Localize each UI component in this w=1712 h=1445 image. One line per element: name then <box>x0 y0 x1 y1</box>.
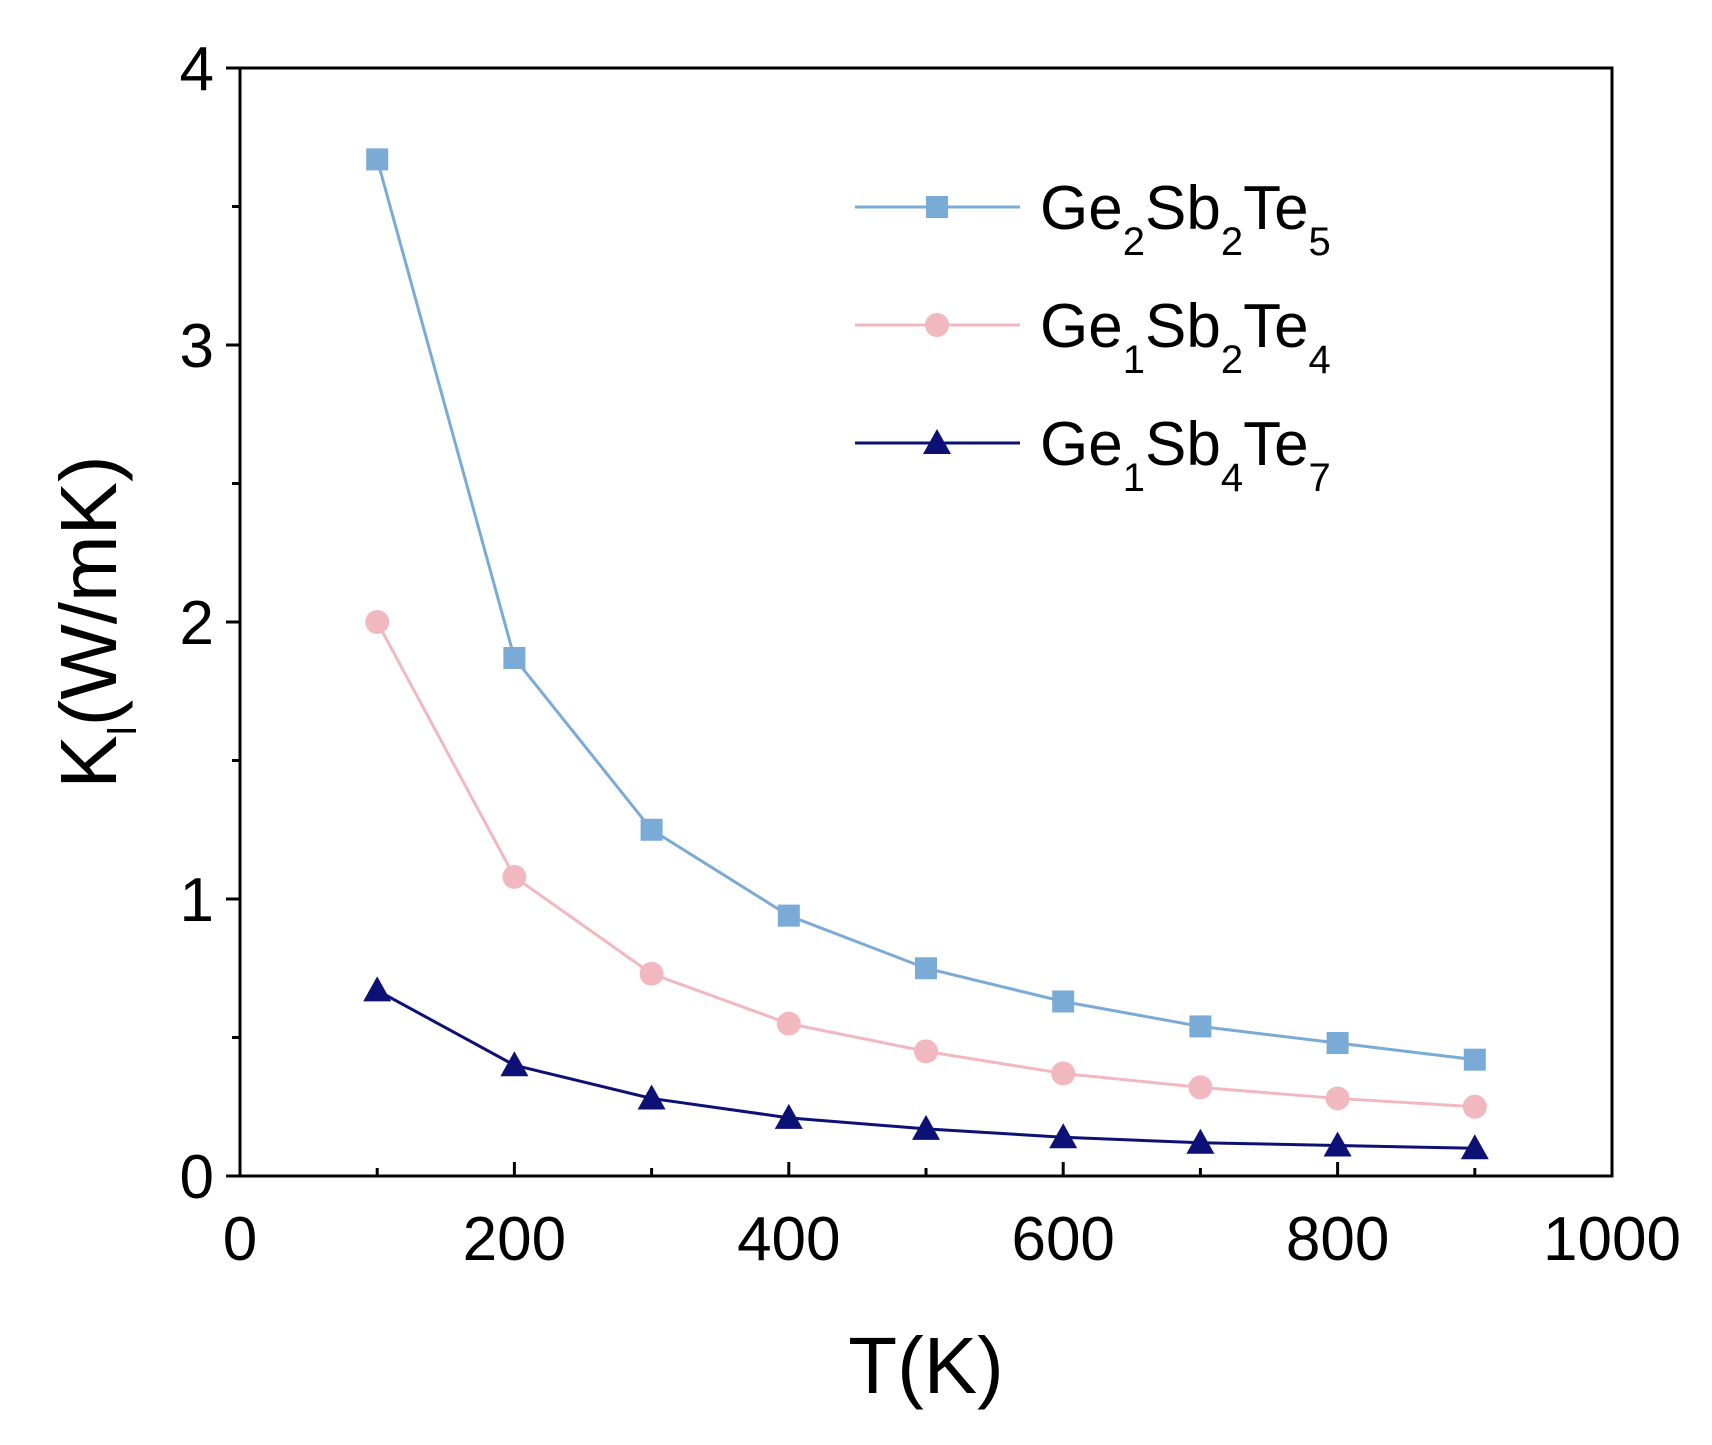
y-axis-label-rest: (W/mK) <box>44 455 133 726</box>
x-tick-label: 1000 <box>1543 1205 1681 1274</box>
data-point <box>1051 1061 1076 1086</box>
data-point <box>1049 1123 1078 1149</box>
axis-ticks: 0 200 400 600 800 1000 0 1 2 3 4 <box>180 35 1681 1274</box>
y-axis-label-subscript: l <box>101 726 145 735</box>
legend-item: Ge2Sb2Te5 <box>855 174 1331 264</box>
y-tick-label: 3 <box>180 312 214 381</box>
legend-label: Ge2Sb2Te5 <box>1040 174 1331 264</box>
data-point <box>503 647 526 670</box>
data-point <box>1188 1075 1213 1100</box>
data-point <box>915 957 937 980</box>
data-point <box>640 818 663 841</box>
data-point <box>1052 990 1075 1013</box>
y-tick-label: 0 <box>180 1143 214 1212</box>
legend-label: Ge1Sb4Te7 <box>1040 410 1331 500</box>
series-layer <box>363 148 1489 1160</box>
x-tick-label: 200 <box>463 1205 566 1274</box>
data-point <box>500 1051 529 1077</box>
data-point <box>366 148 389 171</box>
data-point <box>1326 1032 1349 1055</box>
data-point <box>1189 1015 1212 1038</box>
series-Ge1Sb2Te4 <box>365 610 1487 1119</box>
data-point <box>1463 1048 1486 1071</box>
legend-swatch-marker <box>923 429 951 454</box>
data-point <box>776 1011 801 1036</box>
legend-item: Ge1Sb4Te7 <box>855 410 1331 500</box>
data-point <box>914 1039 938 1064</box>
legend-label: Ge1Sb2Te4 <box>1040 292 1331 382</box>
legend: Ge2Sb2Te5 Ge1Sb2Te4 Ge1Sb4Te7 <box>855 174 1331 500</box>
data-point <box>363 976 392 1002</box>
y-tick-label: 4 <box>180 35 214 104</box>
x-tick-label: 0 <box>223 1205 257 1274</box>
x-tick-label: 800 <box>1286 1205 1389 1274</box>
legend-swatch-marker <box>925 313 949 337</box>
data-point <box>637 1084 666 1110</box>
data-point <box>1323 1131 1352 1157</box>
data-point <box>502 864 527 889</box>
data-point <box>639 961 664 986</box>
data-point <box>1460 1134 1489 1160</box>
series-Ge1Sb4Te7 <box>363 976 1489 1160</box>
legend-item: Ge1Sb2Te4 <box>855 292 1331 382</box>
series-Ge2Sb2Te5 <box>366 148 1486 1071</box>
data-point <box>1186 1128 1215 1154</box>
data-point <box>365 610 390 634</box>
y-axis-label-main: K <box>44 735 133 788</box>
y-tick-label: 2 <box>180 589 214 658</box>
data-point <box>777 904 800 927</box>
data-point <box>1462 1094 1487 1119</box>
y-axis-label: Kl(W/mK) <box>44 455 145 788</box>
y-tick-label: 1 <box>180 866 214 935</box>
plot-frame <box>238 66 1614 1178</box>
x-tick-label: 400 <box>737 1205 840 1274</box>
x-axis-label: T(K) <box>848 1321 1004 1410</box>
x-tick-label: 600 <box>1011 1205 1114 1274</box>
data-point <box>774 1103 803 1129</box>
legend-swatch-marker <box>926 196 948 218</box>
data-point <box>1325 1086 1350 1111</box>
series-line <box>375 159 1475 1062</box>
data-point <box>912 1114 940 1140</box>
